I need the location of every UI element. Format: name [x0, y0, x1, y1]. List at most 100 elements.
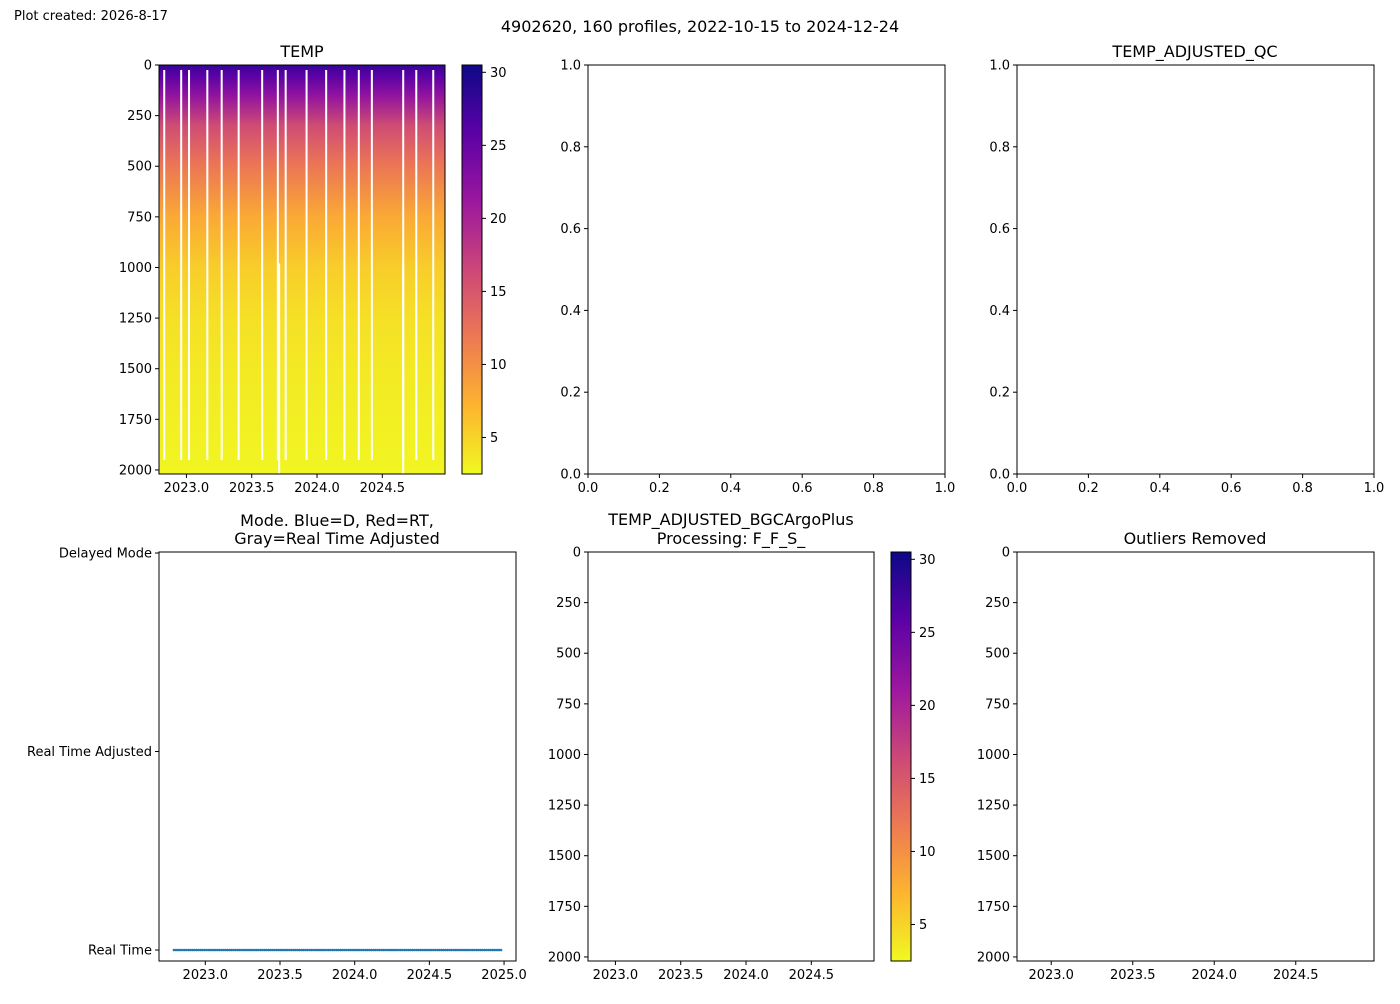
mode-marker	[497, 948, 501, 952]
temp-profile-bottom	[389, 469, 392, 474]
temp-profile-bottom	[369, 469, 373, 474]
temp-gap-column	[261, 70, 264, 460]
mode-marker	[275, 948, 279, 952]
mode-marker	[429, 948, 433, 952]
temp-profile-bottom	[243, 469, 246, 474]
mode-marker	[203, 948, 207, 952]
mode-marker	[328, 948, 332, 952]
temp-profile-bottom	[176, 469, 179, 474]
temp-x-tick-label: 2024.0	[294, 481, 340, 496]
temp-profile-bottom	[225, 469, 228, 474]
temp-profile-bottom	[353, 469, 356, 474]
temp-profile-bottom	[366, 469, 369, 474]
temp-adjusted-y-tick-label: 0.8	[560, 140, 581, 155]
bgc-y-tick-label: 1750	[548, 900, 581, 915]
temp-gap-column	[163, 70, 166, 460]
outliers-x-tick-label: 2023.5	[1110, 968, 1156, 983]
mode-marker	[390, 948, 394, 952]
temp-adjusted-y-tick-label: 1.0	[560, 59, 581, 74]
mode-marker	[172, 948, 176, 952]
temp-profile-bottom	[314, 469, 317, 474]
mode-marker	[433, 948, 437, 952]
mode-marker	[499, 948, 503, 952]
mode-marker	[310, 948, 314, 952]
bgc-x-tick-label: 2023.0	[593, 968, 639, 983]
temp-profile-bottom	[171, 469, 174, 474]
temp-profile-bottom	[416, 469, 419, 474]
temp-profile-bottom	[434, 469, 437, 474]
mode-marker	[178, 948, 182, 952]
mode-marker	[366, 948, 369, 952]
mode-marker	[279, 948, 283, 952]
mode-marker	[411, 948, 414, 952]
temp-adjusted-x-tick-label: 0.8	[863, 481, 884, 496]
temp-profile-bottoms	[159, 469, 445, 474]
temp-profile-bottom	[436, 469, 439, 474]
temp-profile-bottom	[441, 469, 444, 474]
mode-marker	[199, 948, 202, 952]
mode-marker	[466, 948, 470, 952]
outliers-y-tick-label: 1750	[977, 900, 1010, 915]
temp-colorbar-tick-label: 5	[490, 431, 498, 446]
outliers-removed-axes-frame	[1016, 551, 1375, 962]
mode-marker	[283, 948, 287, 952]
temp-profile-bottom	[396, 469, 399, 474]
temp-adjusted-x-tick-label: 1.0	[935, 481, 956, 496]
temp-profile-bottom	[334, 469, 337, 474]
mode-title-line2: Gray=Real Time Adjusted	[234, 529, 440, 548]
temp-profile-bottom	[423, 469, 426, 474]
temp-gap-column	[276, 70, 279, 460]
mode-marker	[285, 948, 289, 952]
mode-marker	[246, 948, 250, 952]
temp-profile-bottom	[309, 469, 312, 474]
mode-marker	[423, 948, 427, 952]
temp-adjusted-qc-x-tick-label: 0.6	[1221, 481, 1242, 496]
temp-profile-bottom	[310, 469, 314, 474]
temp-profile-bottom	[219, 469, 222, 474]
mode-marker	[454, 948, 458, 952]
temp-profile-bottom	[200, 469, 203, 474]
temp-profile-bottom	[196, 469, 199, 474]
temp-profile-bottom	[162, 469, 165, 474]
mode-marker	[370, 948, 373, 952]
mode-marker	[409, 948, 412, 952]
temp-profile-bottom	[194, 469, 197, 474]
temp-profile-bottom	[234, 469, 237, 474]
temp-profile-bottom	[307, 469, 310, 474]
temp-profile-bottom	[239, 469, 242, 474]
temp-profile-bottom	[287, 469, 290, 474]
temp-profile-bottom	[189, 469, 192, 474]
temp-profile-bottom	[217, 469, 221, 474]
temp-heatmap-fill	[159, 65, 445, 470]
mode-marker	[318, 948, 322, 952]
mode-title-line1: Mode. Blue=D, Red=RT,	[240, 511, 434, 530]
temp-profile-bottom	[421, 469, 424, 474]
mode-marker	[312, 948, 316, 952]
temp-profile-bottom	[250, 469, 253, 474]
temp-profile-bottom	[178, 469, 181, 474]
mode-marker	[347, 948, 351, 952]
bgc-y-tick-label: 250	[556, 596, 581, 611]
temp-profile-bottom	[175, 469, 178, 474]
mode-marker	[209, 948, 213, 952]
temp-adjusted-qc-y-tick-label: 0.8	[989, 140, 1010, 155]
mode-marker	[324, 948, 328, 952]
temp-y-tick-label: 500	[127, 160, 152, 175]
mode-marker	[207, 948, 211, 952]
mode-marker	[345, 948, 349, 952]
temp-adjusted-qc-axes-frame	[1016, 64, 1375, 475]
temp-profile-bottom	[257, 469, 260, 474]
mode-marker	[349, 948, 353, 952]
mode-marker	[382, 948, 386, 952]
temp-profile-bottom	[443, 469, 445, 474]
mode-marker	[238, 948, 242, 952]
mode-marker	[487, 948, 491, 952]
outliers-y-tick-label: 250	[985, 596, 1010, 611]
temp-profile-bottom	[271, 469, 274, 474]
mode-marker	[450, 948, 453, 952]
mode-marker	[491, 948, 495, 952]
temp-profile-bottom	[409, 469, 412, 474]
temp-profile-bottom	[273, 469, 276, 474]
outliers-y-tick-label: 750	[985, 697, 1010, 712]
temp-gap-column	[370, 70, 373, 460]
